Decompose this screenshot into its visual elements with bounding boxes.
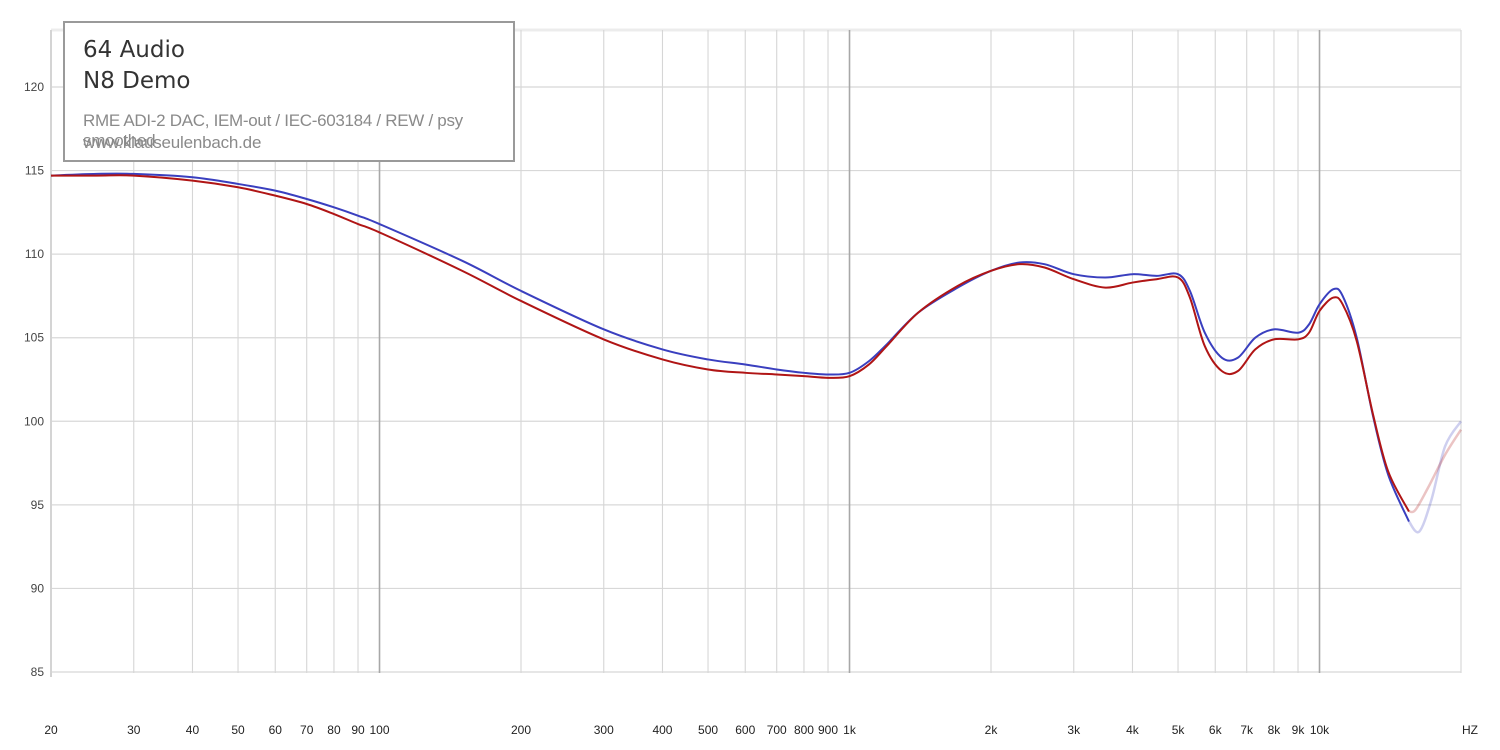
x-tick-label: 300 [594, 723, 614, 737]
response-curve-tail-2 [1408, 428, 1463, 514]
x-tick-label: 6k [1209, 723, 1223, 737]
legend-brand: 64 Audio [83, 37, 185, 63]
x-tick-label: 800 [794, 723, 814, 737]
response-curves [50, 172, 1463, 534]
x-tick-label: 5k [1172, 723, 1186, 737]
vertical-grid [50, 30, 1462, 673]
x-tick-label: 30 [127, 723, 141, 737]
x-tick-label: 600 [735, 723, 755, 737]
x-tick-label: 7k [1240, 723, 1254, 737]
response-curve-2 [51, 174, 1410, 513]
x-tick-label: 2k [985, 723, 999, 737]
x-tick-label: 400 [652, 723, 672, 737]
x-tick-label: 80 [327, 723, 341, 737]
x-axis-unit-label: HZ [1462, 723, 1478, 737]
legend-model: N8 Demo [83, 68, 191, 94]
x-tick-label: 4k [1126, 723, 1140, 737]
y-tick-label: 120 [24, 80, 44, 94]
x-tick-label: 70 [300, 723, 314, 737]
x-tick-label: 20 [44, 723, 58, 737]
y-tick-labels: 120 115 110 105 100 95 90 85 [24, 80, 44, 679]
legend-setup: RME ADI-2 DAC, IEM-out / IEC-603184 / RE… [83, 111, 463, 150]
x-tick-label: 200 [511, 723, 531, 737]
x-tick-label: 40 [186, 723, 200, 737]
y-tick-label: 100 [24, 414, 44, 428]
x-tick-labels: 20 30 40 50 60 70 80 90 100 200 300 400 500 600 700 800… [44, 723, 1330, 737]
x-tick-label: 8k [1268, 723, 1282, 737]
x-tick-label: 700 [767, 723, 787, 737]
y-tick-label: 95 [31, 498, 45, 512]
x-tick-label: 9k [1292, 723, 1306, 737]
x-tick-label: 60 [269, 723, 283, 737]
x-tick-label: 3k [1067, 723, 1081, 737]
legend-site: www.klauseulenbach.de [83, 133, 262, 152]
x-tick-label: 100 [370, 723, 390, 737]
x-tick-label: 90 [351, 723, 365, 737]
response-curve-tail-1 [1407, 420, 1463, 534]
y-tick-label: 110 [25, 247, 44, 261]
y-tick-label: 115 [25, 164, 44, 178]
y-tick-label: 85 [31, 665, 45, 679]
legend-box: 64 Audio N8 Demo RME ADI-2 DAC, IEM-out … [63, 21, 515, 162]
y-tick-label: 105 [24, 331, 44, 345]
x-tick-label: 50 [231, 723, 245, 737]
y-tick-label: 90 [31, 581, 45, 595]
response-curve-1 [50, 172, 1410, 522]
x-tick-label: 500 [698, 723, 718, 737]
x-tick-label: 1k [843, 723, 857, 737]
x-tick-label: 900 [818, 723, 838, 737]
x-tick-label: 10k [1310, 723, 1330, 737]
